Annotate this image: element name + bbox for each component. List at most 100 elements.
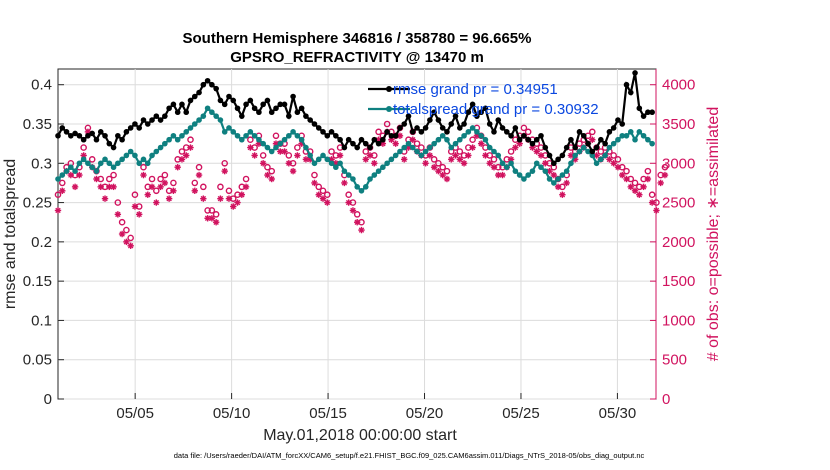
possible-point — [413, 140, 421, 147]
totalspread-series-point — [298, 136, 305, 143]
totalspread-series-point — [294, 132, 301, 139]
possible-point — [507, 148, 515, 155]
totalspread-series-point — [538, 164, 544, 171]
rmse-series-point — [367, 144, 373, 151]
rmse-series-point — [251, 105, 258, 112]
rmse-series-point — [482, 105, 489, 112]
totalspread-series-point — [461, 132, 467, 139]
possible-point — [110, 171, 117, 179]
totalspread-series-point — [478, 132, 484, 139]
x-tick-label: 05/15 — [309, 405, 347, 422]
totalspread-series-point — [290, 129, 296, 135]
rmse-series-point — [551, 160, 557, 167]
totalspread-series-point — [619, 132, 626, 139]
totalspread-series-point — [179, 132, 185, 139]
assimilated-stroke — [469, 144, 476, 151]
totalspread-series-point — [136, 160, 143, 167]
totalspread-series-point — [606, 144, 613, 151]
totalspread-series-point — [623, 132, 630, 139]
totalspread-series-point — [149, 152, 155, 159]
assimilated-point — [136, 211, 143, 218]
totalspread-series-point — [183, 129, 190, 135]
assimilated-stroke — [98, 184, 104, 190]
totalspread-series-point — [264, 144, 271, 151]
rmse-series-point — [307, 117, 313, 123]
left-y-tick-label: 0.3 — [31, 155, 52, 172]
totalspread-series-point — [127, 148, 134, 155]
rmse-series-point — [452, 113, 459, 119]
possible-point — [311, 171, 318, 179]
chart-title-line2: GPSRO_REFRACTIVITY @ 13470 m — [230, 49, 484, 66]
legend-totalspread-label: totalspread grand pr = 0.30932 — [393, 101, 599, 118]
assimilated-point — [619, 171, 626, 179]
rmse-series-point — [533, 136, 540, 143]
assimilated-stroke — [239, 191, 245, 198]
left-y-tick-label: 0.05 — [23, 352, 52, 369]
left-y-tick-label: 0.35 — [23, 116, 52, 133]
assimilated-point — [490, 164, 498, 171]
totalspread-series-point — [217, 117, 224, 123]
x-tick-label: 05/10 — [213, 405, 251, 422]
assimilated-point — [371, 160, 378, 167]
assimilated-stroke — [72, 184, 78, 190]
totalspread-series-point — [610, 140, 617, 147]
totalspread-series-point — [153, 148, 160, 155]
left-y-tick-label: 0 — [44, 391, 52, 408]
assimilated-stroke — [388, 136, 395, 143]
assimilated-point — [221, 167, 228, 175]
possible-point — [430, 156, 438, 163]
totalspread-series-point — [196, 117, 202, 123]
rmse-series-point — [448, 121, 455, 127]
totalspread-series-point — [589, 152, 596, 159]
totalspread-series-point — [427, 144, 433, 151]
possible-point — [644, 167, 652, 175]
totalspread-series-point — [521, 176, 527, 182]
totalspread-series-point — [191, 121, 198, 127]
totalspread-series-point — [512, 168, 519, 174]
assimilated-stroke — [461, 160, 467, 167]
possible-point — [187, 136, 194, 144]
rmse-series-point — [217, 97, 224, 104]
assimilated-point — [289, 167, 297, 175]
rmse-series-point — [521, 132, 527, 139]
totalspread-series-point — [649, 140, 655, 147]
assimilated-stroke — [145, 191, 151, 198]
totalspread-series-point — [495, 152, 502, 159]
rmse-series — [55, 70, 655, 167]
assimilated-stroke — [452, 152, 459, 159]
rmse-series-point — [559, 152, 566, 159]
right-y-tick-label: 2500 — [662, 195, 695, 212]
assimilated-point — [354, 219, 361, 226]
assimilated-stroke — [277, 148, 284, 155]
rmse-series-point — [512, 125, 519, 131]
rmse-series-point — [435, 117, 442, 123]
totalspread-series-point — [170, 132, 177, 139]
rmse-series-point — [516, 136, 523, 143]
assimilated-point — [148, 183, 156, 191]
totalspread-series-point — [615, 136, 621, 143]
totalspread-series-point — [324, 156, 331, 163]
totalspread-series-point — [499, 160, 506, 167]
rmse-series-point — [593, 144, 600, 151]
assimilated-point — [187, 144, 194, 151]
possible-point — [178, 148, 186, 155]
totalspread-series-point — [277, 140, 284, 147]
possible-point — [114, 199, 122, 206]
assimilated-point — [452, 152, 459, 159]
assimilated-point — [161, 179, 169, 187]
assimilated-stroke — [132, 203, 138, 210]
assimilated-point — [345, 199, 352, 206]
rmse-series-point — [384, 129, 390, 135]
rmse-series-point — [183, 109, 190, 116]
possible-point — [140, 163, 147, 171]
rmse-series-point — [576, 129, 583, 135]
assimilated-stroke — [555, 184, 561, 190]
assimilated-stroke — [264, 172, 271, 178]
rmse-series-point — [162, 113, 168, 119]
x-axis: 05/05 05/10 05/15 05/20 05/25 05/30 — [116, 393, 636, 422]
assimilated-stroke — [93, 176, 100, 182]
rmse-series-point — [132, 121, 138, 127]
totalspread-series — [55, 105, 655, 194]
left-y-axis: 0 0.05 0.1 0.15 0.2 0.25 0.3 0.35 0.4 — [23, 77, 64, 408]
rmse-series-point — [555, 156, 561, 163]
